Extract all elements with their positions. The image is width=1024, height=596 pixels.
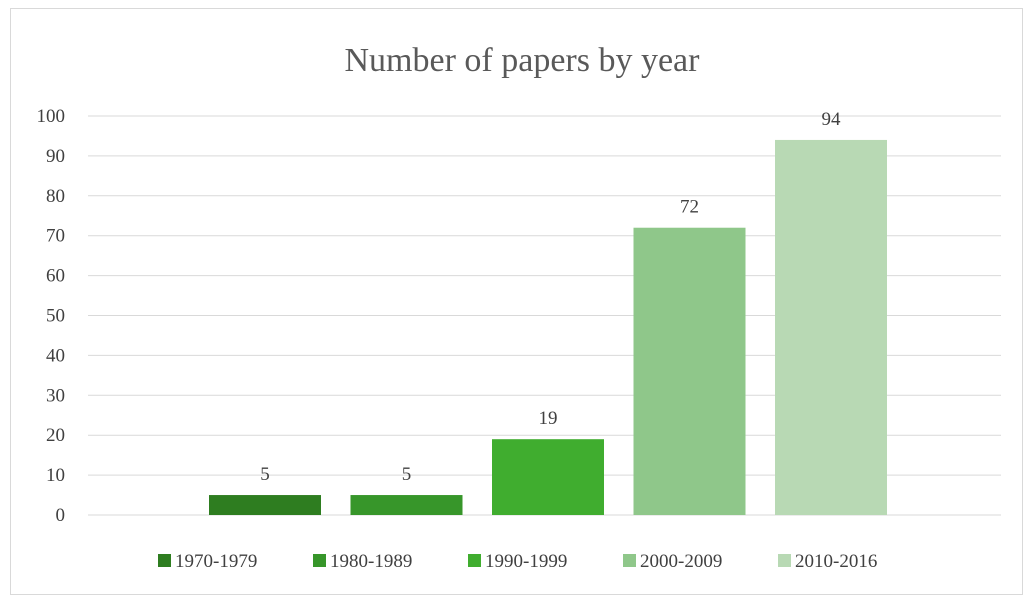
bar-1970-1979 [209, 495, 321, 515]
y-tick-label: 80 [46, 186, 65, 207]
bar-chart: Number of papers by year 0 10 20 30 40 50 60 70… [37, 42, 1001, 572]
data-label-1970-1979: 5 [260, 464, 270, 485]
y-tick-label: 100 [37, 106, 66, 127]
y-tick-label: 50 [46, 306, 65, 327]
bars [209, 139, 887, 515]
legend-label: 1990-1999 [485, 551, 567, 572]
legend-item-1980-1989[interactable]: 1980-1989 [313, 551, 412, 572]
data-label-1980-1989: 5 [402, 464, 412, 485]
legend[interactable]: 1970-1979 1980-1989 1990-1999 2000-2009 2010… [158, 551, 877, 572]
chart-frame: Number of papers by year 0 10 20 30 40 50 60 70… [10, 8, 1023, 595]
chart-title: Number of papers by year [345, 42, 701, 79]
bar-1990-1999 [492, 439, 604, 515]
legend-item-1970-1979[interactable]: 1970-1979 [158, 551, 257, 572]
legend-swatch [158, 554, 171, 567]
legend-label: 2010-2016 [795, 551, 877, 572]
data-label-2010-2016: 94 [822, 109, 842, 130]
y-axis-tick-labels: 0 10 20 30 40 50 60 70 80 90 100 [37, 106, 66, 526]
legend-label: 1980-1989 [330, 551, 412, 572]
y-tick-label: 40 [46, 345, 65, 366]
legend-swatch [778, 554, 791, 567]
bar-2000-2009 [633, 227, 746, 515]
bar-2010-2016 [775, 139, 887, 515]
y-tick-label: 20 [46, 425, 65, 446]
y-tick-label: 10 [46, 465, 65, 486]
y-tick-label: 30 [46, 385, 65, 406]
y-tick-label: 70 [46, 226, 65, 247]
bar-1980-1989 [350, 495, 463, 515]
legend-swatch [313, 554, 326, 567]
y-tick-label: 0 [56, 505, 66, 526]
legend-swatch [623, 554, 636, 567]
legend-label: 2000-2009 [640, 551, 722, 572]
data-label-1990-1999: 19 [539, 408, 558, 429]
legend-swatch [468, 554, 481, 567]
data-labels: 5 5 19 72 94 [260, 109, 841, 485]
legend-item-2000-2009[interactable]: 2000-2009 [623, 551, 722, 572]
legend-label: 1970-1979 [175, 551, 257, 572]
data-label-2000-2009: 72 [680, 197, 699, 218]
legend-item-1990-1999[interactable]: 1990-1999 [468, 551, 567, 572]
legend-item-2010-2016[interactable]: 2010-2016 [778, 551, 877, 572]
y-tick-label: 90 [46, 146, 65, 167]
y-tick-label: 60 [46, 266, 65, 287]
